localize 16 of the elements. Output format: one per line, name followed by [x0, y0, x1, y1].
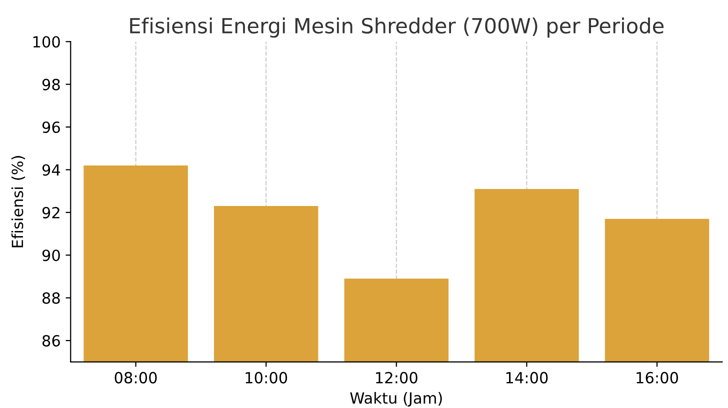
y-tick-label: 88 — [42, 292, 60, 304]
x-tick-label: 14:00 — [506, 372, 548, 384]
y-tick-label: 98 — [42, 78, 60, 90]
y-tick-label: 96 — [42, 121, 60, 134]
x-tick-label: 08:00 — [114, 372, 157, 384]
y-tick-label: 94 — [42, 164, 60, 176]
y-tick-label: 92 — [42, 206, 60, 218]
y-axis-title: Efisiensi (%) — [11, 156, 26, 248]
x-tick-label: 16:00 — [636, 372, 678, 384]
x-tick-label: 10:00 — [246, 372, 288, 384]
y-tick-label: 86 — [42, 335, 60, 347]
chart-title: Efisiensi Energi Mesin Shredder (700W) per Periode — [130, 17, 664, 38]
x-axis-title: Waktu (Jam) — [350, 392, 442, 407]
y-tick-label: 90 — [42, 250, 60, 262]
y-tick-label: 100 — [33, 36, 60, 48]
x-tick-label: 12:00 — [376, 372, 418, 384]
